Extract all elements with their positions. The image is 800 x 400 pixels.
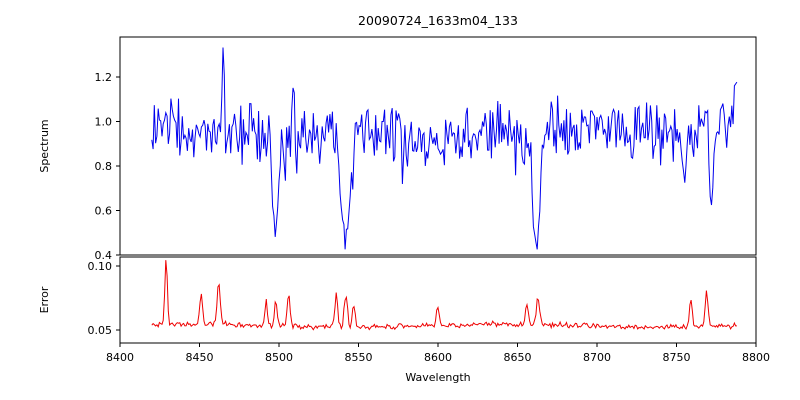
spectrum-ylabel: Spectrum — [38, 119, 51, 173]
spectrum-ytick-label: 0.4 — [95, 249, 113, 262]
x-tick-label: 8550 — [345, 351, 373, 364]
spectrum-ytick-label: 1.2 — [95, 71, 113, 84]
error-axes-box — [119, 256, 757, 344]
spectrum-axes-box — [119, 36, 757, 256]
x-tick-label: 8450 — [186, 351, 214, 364]
spectrum-ytick-label: 1.0 — [95, 116, 113, 129]
x-tick-label: 8800 — [742, 351, 770, 364]
error-line — [151, 260, 737, 331]
x-tick-label: 8600 — [424, 351, 452, 364]
error-ytick-label: 0.10 — [88, 260, 113, 273]
spectrum-ytick-label: 0.8 — [95, 160, 113, 173]
x-tick-label: 8650 — [504, 351, 532, 364]
plot-title: 20090724_1633m04_133 — [358, 13, 518, 28]
x-tick-label: 8700 — [583, 351, 611, 364]
x-axis-label: Wavelength — [405, 371, 471, 384]
spectrum-line — [151, 47, 738, 250]
error-ytick-label: 0.05 — [88, 324, 113, 337]
x-tick-label: 8500 — [265, 351, 293, 364]
x-tick-label: 8750 — [663, 351, 691, 364]
spectrum-ytick-label: 0.6 — [95, 205, 113, 218]
x-tick-label: 8400 — [106, 351, 134, 364]
error-ylabel: Error — [38, 286, 51, 314]
